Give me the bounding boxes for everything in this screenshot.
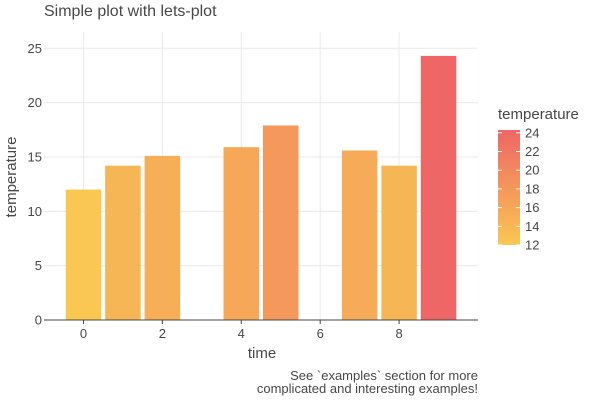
axes: 0 2 4 6 8 0 5 10 15 20 25	[28, 41, 478, 341]
x-tick-label: 6	[317, 326, 324, 341]
y-tick-label: 10	[28, 204, 42, 219]
x-axis-title: time	[248, 345, 276, 362]
y-axis-title: temperature	[3, 137, 20, 218]
bar-time-2	[144, 155, 181, 320]
caption-line-2: complicated and interesting examples!	[257, 381, 478, 396]
legend-tick-label: 20	[525, 163, 539, 178]
bar-time-7	[341, 150, 378, 320]
legend-tick-label: 12	[525, 238, 539, 253]
bar-time-5	[262, 125, 299, 321]
legend-tick-label: 24	[525, 125, 539, 140]
legend-colorbar	[498, 130, 520, 245]
legend-tick-label: 16	[525, 200, 539, 215]
caption: See `examples` section for more complica…	[257, 368, 478, 396]
x-tick-label: 8	[395, 326, 402, 341]
bar-time-8	[381, 165, 417, 320]
bars	[65, 55, 457, 321]
x-tick-label: 4	[238, 326, 245, 341]
color-legend: temperature 12 14 16 18 20 22 24	[498, 106, 579, 253]
bar-time-0	[65, 189, 102, 320]
x-tick-label: 2	[159, 326, 166, 341]
bar-time-1	[105, 165, 141, 320]
y-tick-label: 5	[35, 258, 42, 273]
legend-ticks: 12 14 16 18 20 22 24	[498, 125, 539, 253]
legend-title: temperature	[498, 106, 579, 123]
bar-time-4	[223, 147, 260, 320]
y-tick-label: 20	[28, 95, 42, 110]
y-tick-label: 0	[35, 313, 42, 328]
legend-tick-label: 22	[525, 144, 539, 159]
legend-tick-label: 14	[525, 219, 539, 234]
legend-tick-label: 18	[525, 181, 539, 196]
x-tick-label: 0	[80, 326, 87, 341]
y-tick-label: 15	[28, 149, 42, 164]
bar-time-9	[420, 55, 457, 321]
chart-title: Simple plot with lets-plot	[44, 3, 217, 20]
y-tick-label: 25	[28, 41, 42, 56]
caption-line-1: See `examples` section for more	[290, 368, 478, 383]
